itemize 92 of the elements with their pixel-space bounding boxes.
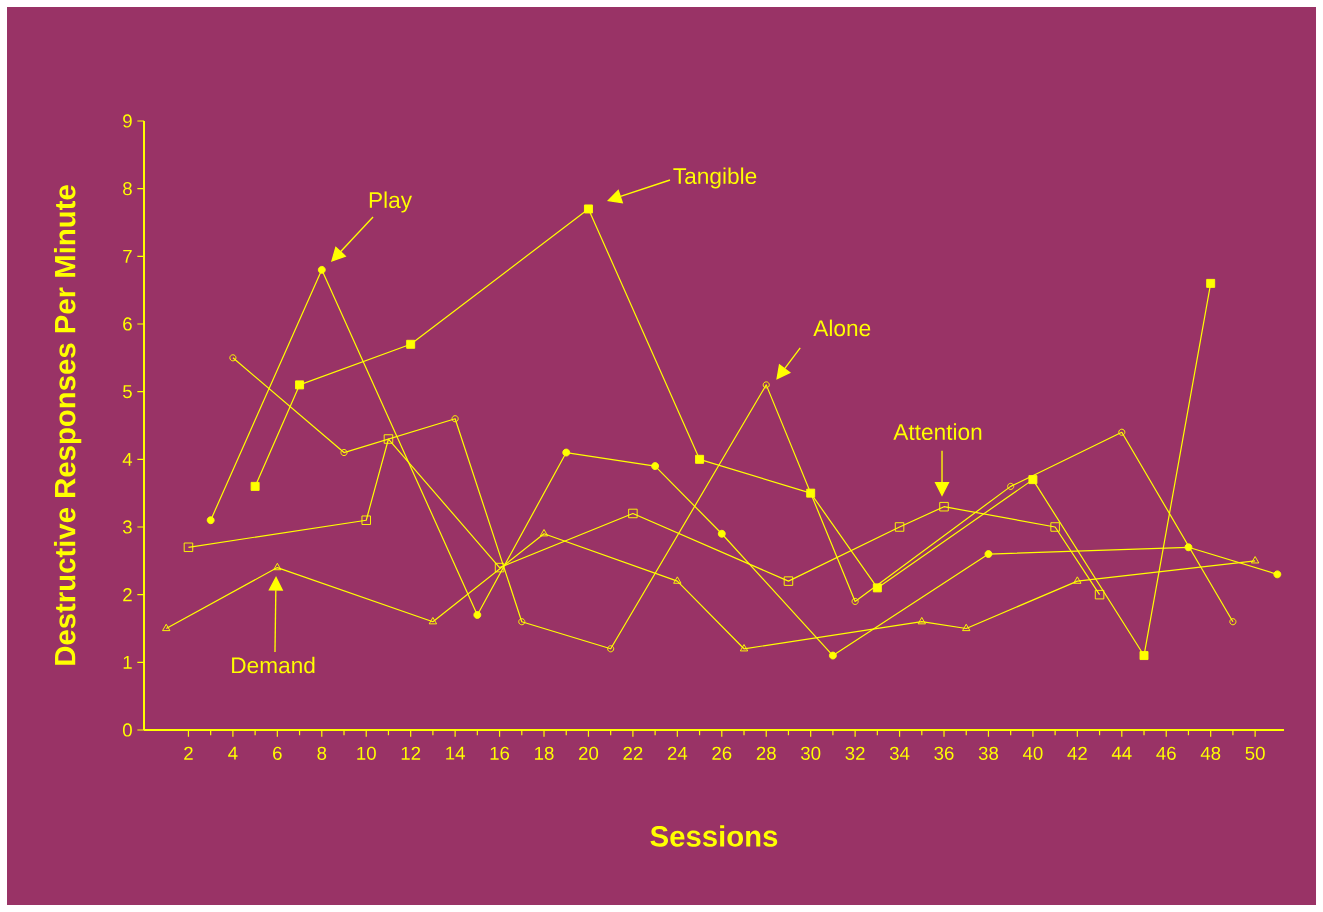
y-tick-label: 3 <box>122 520 132 534</box>
x-tick-label: 38 <box>978 746 999 760</box>
point <box>518 618 526 626</box>
x-tick-label: 2 <box>184 746 193 760</box>
point <box>1184 543 1193 552</box>
point <box>1028 475 1038 485</box>
point <box>273 562 282 571</box>
point <box>828 651 837 660</box>
point <box>984 550 993 558</box>
point <box>1118 428 1126 436</box>
point <box>162 623 171 632</box>
point <box>183 542 194 553</box>
point <box>651 462 660 471</box>
point <box>539 529 549 537</box>
x-tick-label: 6 <box>273 746 282 760</box>
x-tick-label: 30 <box>801 746 821 760</box>
annotation: Alone <box>813 319 871 337</box>
y-tick-label: 4 <box>122 452 133 466</box>
y-tick-label: 6 <box>123 317 132 331</box>
x-tick-label: 28 <box>756 746 776 760</box>
point <box>962 623 971 632</box>
point <box>361 515 371 525</box>
y-tick-label: 1 <box>123 655 132 669</box>
x-tick-label: 18 <box>535 746 554 760</box>
annotation: Demand <box>232 656 315 674</box>
x-tick-label: 8 <box>317 746 327 760</box>
x-tick-label: 46 <box>1156 746 1176 760</box>
point <box>250 481 260 491</box>
point <box>583 204 593 214</box>
point <box>206 516 215 525</box>
point <box>340 449 348 457</box>
x-tick-label: 16 <box>490 746 510 760</box>
point <box>1007 482 1015 490</box>
y-tick-label: 5 <box>123 385 132 399</box>
y-tick-label: 7 <box>123 249 132 263</box>
y-tick-label: 0 <box>122 723 132 737</box>
x-tick-label: 42 <box>1067 746 1087 760</box>
point <box>607 645 615 653</box>
y-tick-label: 8 <box>123 182 132 196</box>
point <box>851 597 859 605</box>
point <box>383 434 394 444</box>
point <box>783 576 794 586</box>
point <box>494 562 505 573</box>
y-axis-title: Destructive Responses Per Minute <box>53 185 82 665</box>
x-tick-label: 34 <box>889 746 910 760</box>
point <box>739 644 749 652</box>
annotation: Tangible <box>673 167 757 189</box>
point <box>762 381 770 389</box>
x-tick-label: 26 <box>712 746 732 760</box>
x-tick-label: 20 <box>579 746 599 760</box>
point <box>917 616 926 625</box>
point <box>229 354 237 362</box>
point <box>939 501 949 512</box>
point <box>1250 556 1260 564</box>
point <box>1273 570 1282 579</box>
point <box>1229 618 1237 626</box>
annotation: Play <box>369 191 413 213</box>
x-tick-label: 10 <box>357 746 376 760</box>
point <box>1139 651 1149 661</box>
point <box>451 415 459 423</box>
point <box>673 576 682 584</box>
x-tick-label: 22 <box>623 746 643 760</box>
point <box>295 380 305 390</box>
point <box>562 448 571 457</box>
point <box>317 265 326 274</box>
point <box>1050 522 1060 532</box>
annotation: Attention <box>893 423 982 441</box>
x-tick-label: 40 <box>1022 746 1043 760</box>
point <box>1094 589 1105 600</box>
x-tick-label: 24 <box>667 746 688 760</box>
x-tick-label: 32 <box>845 746 865 760</box>
point <box>695 454 705 464</box>
y-tick-label: 9 <box>123 114 132 128</box>
x-tick-label: 44 <box>1111 746 1132 760</box>
x-tick-label: 50 <box>1245 746 1265 760</box>
point <box>1206 278 1216 288</box>
point <box>428 616 438 625</box>
x-axis-title: Sessions <box>650 825 778 847</box>
y-tick-label: 2 <box>123 588 132 602</box>
x-tick-label: 14 <box>446 746 465 760</box>
point <box>806 488 816 498</box>
point <box>872 583 882 593</box>
point <box>473 611 482 619</box>
x-tick-label: 12 <box>401 746 421 760</box>
point <box>406 339 416 349</box>
x-tick-label: 48 <box>1200 746 1221 760</box>
point <box>717 529 726 538</box>
x-tick-label: 4 <box>228 746 238 760</box>
point <box>628 508 638 519</box>
x-tick-label: 36 <box>934 746 954 760</box>
point <box>894 522 905 532</box>
point <box>1073 576 1082 584</box>
